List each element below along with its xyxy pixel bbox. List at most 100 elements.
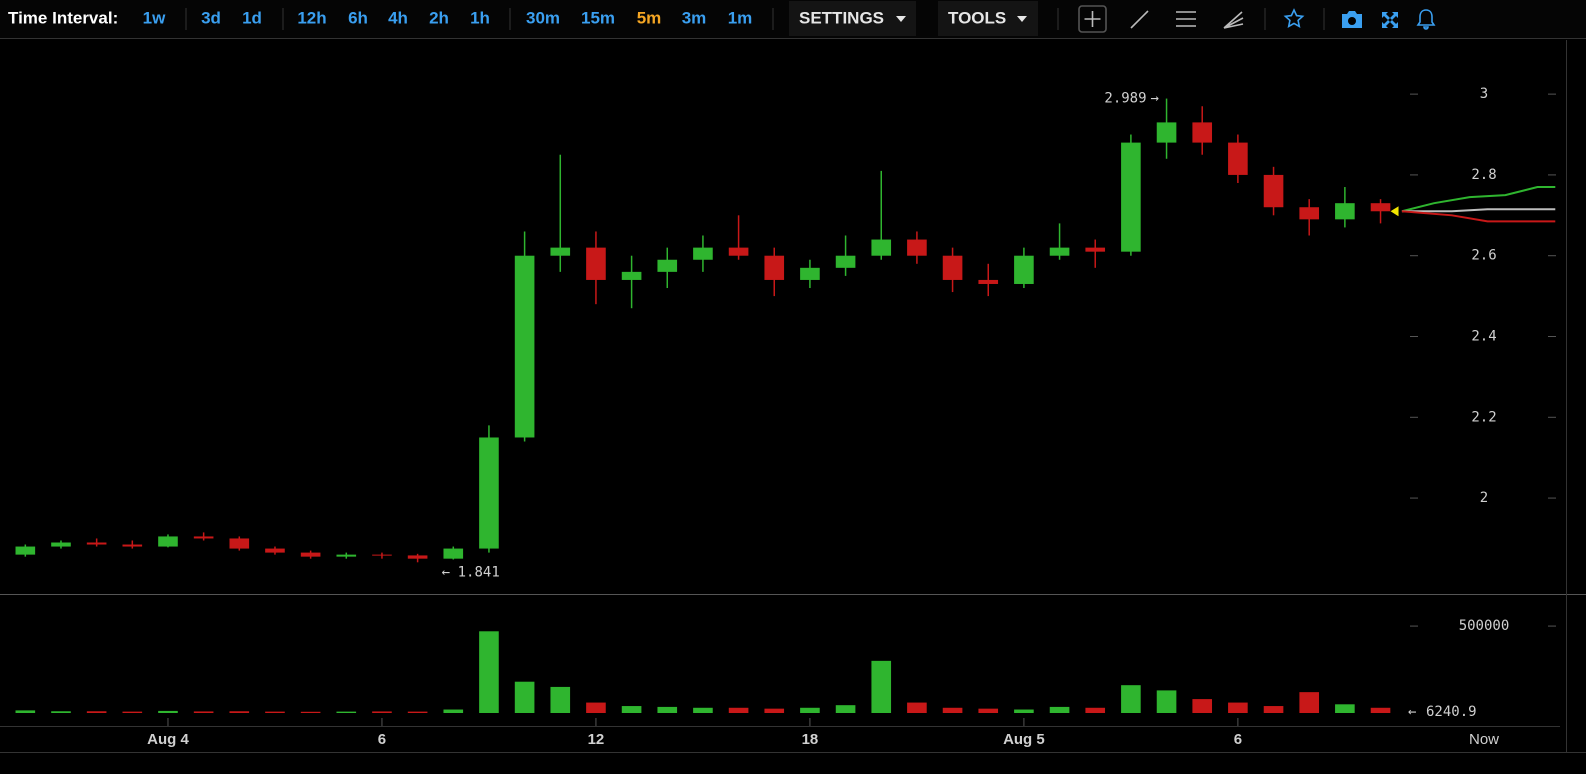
y-tick-label: 2.6 (1471, 248, 1496, 264)
volume-bar (835, 705, 856, 713)
candle-body (942, 255, 963, 280)
volume-bar (978, 708, 999, 713)
interval-button[interactable]: 3m (682, 8, 707, 27)
candle-body (479, 437, 499, 549)
interval-button[interactable]: 30m (526, 8, 560, 27)
caret (896, 16, 906, 22)
tools-label: TOOLS (948, 8, 1006, 27)
candle-body (51, 542, 71, 547)
y-tick-label: 2.2 (1471, 409, 1496, 425)
volume-bar (193, 711, 214, 713)
favorite-icon[interactable] (1283, 8, 1305, 28)
volume-bar (1156, 690, 1177, 713)
volume-bar (657, 706, 678, 713)
interval-group: 1w 3d 1d 12h 6h 4h 2h 1h 30m 15m 5m 3m 1m (143, 8, 753, 27)
volume-bar (443, 709, 464, 713)
candle-body (586, 247, 606, 280)
candle-body (1085, 247, 1106, 252)
candle-body (300, 552, 321, 557)
volume-bar (1370, 707, 1391, 713)
hline-tool[interactable] (1176, 11, 1196, 27)
volume-bar (372, 711, 392, 713)
volume-bar (1228, 702, 1248, 713)
x-tick-label: 6 (378, 731, 386, 748)
projection-line (1401, 186, 1556, 213)
candle-body (550, 247, 571, 256)
candle-body (1370, 203, 1391, 212)
volume-bar (693, 707, 713, 713)
volume-bar (907, 702, 927, 713)
candle-body (978, 279, 999, 284)
volume-bar (586, 702, 606, 713)
projection-line (1401, 210, 1556, 223)
candle-body (835, 255, 856, 268)
volume-bar (942, 707, 963, 713)
caret (1017, 16, 1027, 22)
volume-bar (550, 686, 571, 713)
interval-button[interactable]: 1w (143, 8, 166, 27)
crosshair-tool[interactable] (1078, 5, 1107, 33)
volume-bar (300, 711, 321, 713)
interval-button[interactable]: 15m (581, 8, 615, 27)
candle-body (158, 536, 178, 547)
volume-bar (336, 711, 357, 713)
last-volume-bg (1420, 702, 1490, 721)
tools-button[interactable]: TOOLS (938, 1, 1038, 36)
candle-body (800, 267, 820, 280)
volume-tick-label: 500000 (1459, 618, 1510, 634)
interval-button[interactable]: 5m (637, 8, 662, 27)
volume-bar (51, 711, 71, 713)
volume-bar (1263, 706, 1284, 713)
low-arrow: ← (442, 564, 450, 580)
interval-button[interactable]: 4h (388, 8, 408, 27)
fullscreen-icon[interactable] (1382, 12, 1398, 28)
line-tool[interactable] (1130, 10, 1149, 29)
interval-button[interactable]: 2h (429, 8, 449, 27)
candle-body (621, 271, 642, 280)
candle-body (657, 259, 678, 272)
volume-bar (1014, 709, 1034, 713)
candle-body (443, 548, 464, 559)
interval-button[interactable]: 6h (348, 8, 368, 27)
fan-tool[interactable] (1223, 11, 1244, 29)
y-tick-label: 2.8 (1471, 167, 1496, 183)
x-tick-label: 18 (802, 731, 819, 748)
interval-button[interactable]: 12h (297, 8, 326, 27)
volume-bar (1085, 707, 1106, 713)
candle-body (514, 255, 535, 438)
candle-body (871, 239, 892, 256)
interval-button[interactable]: 3d (201, 8, 221, 27)
volume-bar (871, 660, 892, 713)
volume-bar (1049, 706, 1070, 713)
y-tick-label: 3 (1480, 86, 1488, 102)
candle-body (1014, 255, 1034, 284)
settings-button[interactable]: SETTINGS (789, 1, 916, 36)
high-label: 2.989 (1104, 91, 1146, 107)
candle-body (1263, 174, 1284, 208)
y-tick-label: 2 (1480, 490, 1488, 506)
right-icons (1342, 9, 1436, 30)
interval-button[interactable]: 1m (728, 8, 753, 27)
candle-body (764, 255, 785, 280)
candle-body (193, 536, 214, 539)
candle-body (229, 538, 250, 549)
volume-bar (407, 711, 428, 713)
interval-button[interactable]: 1h (470, 8, 490, 27)
volume-bar (514, 681, 535, 713)
alert-icon[interactable] (1416, 9, 1436, 30)
x-tick-label: 6 (1234, 731, 1242, 748)
volume-bar (1121, 685, 1141, 713)
volume-bar (265, 711, 285, 713)
toolbar-label: Time Interval: (8, 8, 118, 27)
volume-bar (1299, 692, 1320, 713)
candle-body (1049, 247, 1070, 256)
volume-bar (800, 707, 820, 713)
low-label: 1.841 (458, 564, 500, 580)
x-tick-label: 12 (588, 731, 605, 748)
candle-body (1192, 122, 1213, 143)
interval-button[interactable]: 1d (242, 8, 262, 27)
candle-body (86, 542, 107, 545)
volume-bar (1335, 704, 1355, 713)
candle-body (15, 546, 36, 555)
